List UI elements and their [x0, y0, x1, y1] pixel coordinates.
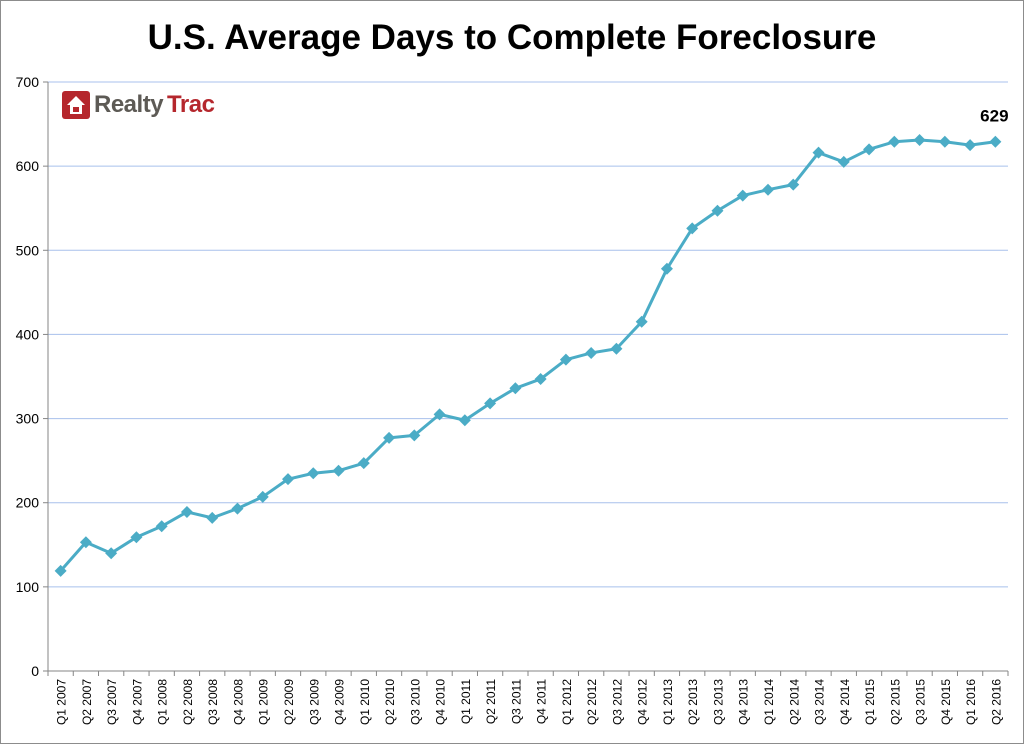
data-point — [787, 178, 800, 191]
data-point — [383, 431, 396, 444]
y-tick-label: 100 — [16, 579, 40, 595]
x-tick-label: Q2 2011 — [484, 679, 498, 724]
logo-text-realty: Realty — [94, 91, 164, 118]
series-line — [59, 138, 996, 572]
x-tick-label: Q4 2015 — [939, 679, 953, 725]
x-tick-label: Q3 2015 — [914, 679, 928, 725]
data-point — [79, 536, 92, 549]
x-tick-label: Q2 2012 — [585, 679, 599, 725]
data-point — [711, 204, 724, 217]
y-tick-label: 700 — [16, 74, 40, 90]
x-tick-label: Q3 2013 — [711, 679, 725, 725]
x-tick-label: Q3 2007 — [105, 679, 119, 725]
x-tick-label: Q4 2010 — [434, 679, 448, 725]
x-tick-label: Q1 2008 — [156, 679, 170, 725]
x-tick-label: Q4 2007 — [130, 679, 144, 725]
data-label: 629 — [980, 107, 1008, 126]
data-point — [837, 155, 850, 168]
x-tick-label: Q1 2013 — [661, 679, 675, 725]
data-point — [610, 342, 623, 355]
data-point — [534, 373, 547, 386]
x-tick-label: Q2 2015 — [888, 679, 902, 725]
x-tick-label: Q1 2010 — [358, 679, 372, 725]
x-tick-label: Q4 2011 — [535, 679, 549, 724]
data-point — [458, 414, 471, 427]
data-point — [509, 382, 522, 395]
x-tick-label: Q4 2008 — [231, 679, 245, 725]
x-tick-label: Q2 2013 — [686, 679, 700, 725]
y-tick-label: 400 — [16, 326, 40, 342]
data-point — [736, 189, 749, 202]
data-point — [484, 397, 497, 410]
chart-title: U.S. Average Days to Complete Foreclosur… — [147, 18, 877, 57]
data-point — [105, 547, 118, 560]
data-point — [130, 531, 143, 544]
x-tick-label: Q3 2012 — [610, 679, 624, 725]
x-tick-label: Q1 2016 — [964, 679, 978, 725]
realtytrac-logo: Realty Trac — [62, 91, 215, 119]
y-tick-label: 0 — [31, 663, 39, 679]
x-tick-label: Q1 2015 — [863, 679, 877, 725]
y-tick-label: 600 — [16, 158, 40, 174]
data-point — [913, 134, 926, 147]
x-tick-label: Q2 2014 — [787, 679, 801, 725]
x-tick-label: Q1 2007 — [55, 679, 69, 725]
data-point — [938, 135, 951, 148]
x-tick-label: Q1 2012 — [560, 679, 574, 725]
house-icon — [62, 91, 90, 119]
x-tick-label: Q3 2008 — [206, 679, 220, 725]
x-tick-label: Q3 2010 — [408, 679, 422, 725]
y-tick-label: 200 — [16, 495, 40, 511]
data-point — [332, 464, 345, 477]
x-tick-label: Q2 2016 — [989, 679, 1003, 725]
data-point — [863, 143, 876, 156]
data-point — [964, 139, 977, 152]
data-point — [762, 183, 774, 196]
data-point — [206, 511, 219, 524]
data-point — [686, 222, 699, 235]
data-point — [155, 520, 168, 533]
data-point — [357, 457, 370, 470]
data-point — [585, 346, 598, 359]
x-tick-label: Q4 2014 — [838, 679, 852, 725]
data-point — [54, 564, 67, 577]
y-tick-label: 500 — [16, 242, 40, 258]
x-tick-label: Q1 2009 — [257, 679, 271, 725]
data-point — [989, 135, 1002, 148]
data-point — [812, 146, 825, 159]
x-tick-label: Q3 2014 — [813, 679, 827, 725]
data-point — [660, 262, 673, 275]
data-point — [231, 502, 244, 515]
x-tick-label: Q2 2009 — [282, 679, 296, 725]
x-tick-label: Q2 2007 — [80, 679, 94, 725]
x-tick-label: Q4 2013 — [737, 679, 751, 725]
x-tick-label: Q4 2012 — [636, 679, 650, 725]
data-point — [559, 353, 572, 366]
data-point — [408, 429, 421, 442]
y-tick-label: 300 — [16, 411, 40, 427]
data-point — [888, 135, 901, 148]
x-tick-label: Q4 2009 — [333, 679, 347, 725]
x-tick-label: Q3 2011 — [509, 679, 523, 724]
logo-text-trac: Trac — [167, 91, 215, 118]
x-tick-label: Q1 2014 — [762, 679, 776, 725]
data-point — [307, 467, 320, 480]
data-point — [282, 473, 294, 486]
x-tick-label: Q3 2009 — [307, 679, 321, 725]
x-tick-label: Q2 2008 — [181, 679, 195, 725]
data-point — [256, 490, 269, 503]
data-point — [433, 408, 446, 421]
x-tick-label: Q2 2010 — [383, 679, 397, 725]
x-tick-label: Q1 2011 — [459, 679, 473, 724]
data-point — [180, 505, 193, 518]
data-point — [635, 315, 648, 328]
